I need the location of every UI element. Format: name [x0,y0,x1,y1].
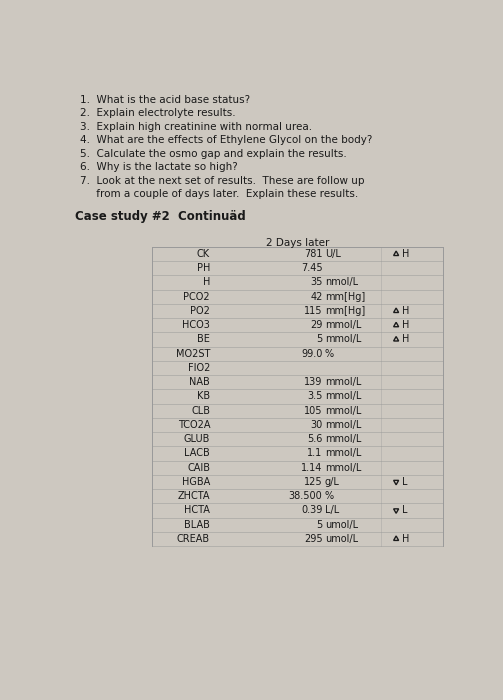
Text: umol/L: umol/L [325,519,358,530]
Text: L/L: L/L [325,505,339,515]
Text: 1.14: 1.14 [301,463,322,473]
Text: L: L [402,505,408,515]
Text: mmol/L: mmol/L [325,449,361,458]
Text: H: H [203,277,210,288]
Text: H: H [402,335,410,344]
Text: KB: KB [197,391,210,401]
Text: mm[Hg]: mm[Hg] [325,306,365,316]
Text: mmol/L: mmol/L [325,420,361,430]
Text: 781: 781 [304,249,322,259]
Text: mmol/L: mmol/L [325,320,361,330]
Text: ZHCTA: ZHCTA [178,491,210,501]
Text: 5: 5 [316,335,322,344]
Text: H: H [402,320,410,330]
Text: 2 Days later: 2 Days later [266,237,329,248]
Text: GLUB: GLUB [184,434,210,444]
Text: CAIB: CAIB [187,463,210,473]
Text: FIO2: FIO2 [188,363,210,373]
Text: PH: PH [197,263,210,273]
Text: 29: 29 [310,320,322,330]
Text: CLB: CLB [191,406,210,416]
Text: H: H [402,534,410,544]
Text: mmol/L: mmol/L [325,463,361,473]
Text: 125: 125 [304,477,322,487]
Text: 7.45: 7.45 [301,263,322,273]
Text: HGBA: HGBA [182,477,210,487]
Text: HCO3: HCO3 [182,320,210,330]
Text: PO2: PO2 [190,306,210,316]
Text: 115: 115 [304,306,322,316]
Text: 295: 295 [304,534,322,544]
Text: Case study #2  Continuäd: Case study #2 Continuäd [75,210,246,223]
Text: 0.39: 0.39 [301,505,322,515]
Text: 105: 105 [304,406,322,416]
Text: U/L: U/L [325,249,341,259]
Text: 3.  Explain high creatinine with normal urea.: 3. Explain high creatinine with normal u… [80,122,312,132]
Text: 35: 35 [310,277,322,288]
Text: H: H [402,306,410,316]
Text: from a couple of days later.  Explain these results.: from a couple of days later. Explain the… [80,189,358,199]
Text: 2.  Explain electrolyte results.: 2. Explain electrolyte results. [80,108,235,118]
Text: 3.5: 3.5 [307,391,322,401]
Text: 7.  Look at the next set of results.  These are follow up: 7. Look at the next set of results. Thes… [80,176,365,186]
Text: MO2ST: MO2ST [176,349,210,358]
Text: NAB: NAB [189,377,210,387]
Text: mmol/L: mmol/L [325,406,361,416]
Text: mmol/L: mmol/L [325,377,361,387]
Text: PCO2: PCO2 [184,292,210,302]
Text: HCTA: HCTA [184,505,210,515]
Text: 30: 30 [310,420,322,430]
Text: g/L: g/L [325,477,340,487]
Text: CREAB: CREAB [177,534,210,544]
Text: L: L [402,477,408,487]
Text: CK: CK [197,249,210,259]
Text: mmol/L: mmol/L [325,434,361,444]
Text: %: % [325,491,334,501]
Text: mmol/L: mmol/L [325,391,361,401]
Text: BE: BE [197,335,210,344]
Text: umol/L: umol/L [325,534,358,544]
Text: 5.6: 5.6 [307,434,322,444]
Text: LACB: LACB [185,449,210,458]
Text: 139: 139 [304,377,322,387]
Text: 1.  What is the acid base status?: 1. What is the acid base status? [80,94,250,105]
Text: 38.500: 38.500 [289,491,322,501]
Text: H: H [402,249,410,259]
Text: mm[Hg]: mm[Hg] [325,292,365,302]
Text: 6.  Why is the lactate so high?: 6. Why is the lactate so high? [80,162,238,172]
Text: 4.  What are the effects of Ethylene Glycol on the body?: 4. What are the effects of Ethylene Glyc… [80,135,372,145]
Text: 42: 42 [310,292,322,302]
Text: 99.0: 99.0 [301,349,322,358]
Text: %: % [325,349,334,358]
Text: 5.  Calculate the osmo gap and explain the results.: 5. Calculate the osmo gap and explain th… [80,148,347,159]
Text: 1.1: 1.1 [307,449,322,458]
Text: TCO2A: TCO2A [178,420,210,430]
Text: BLAB: BLAB [184,519,210,530]
Text: mmol/L: mmol/L [325,335,361,344]
Text: 5: 5 [316,519,322,530]
Text: nmol/L: nmol/L [325,277,358,288]
